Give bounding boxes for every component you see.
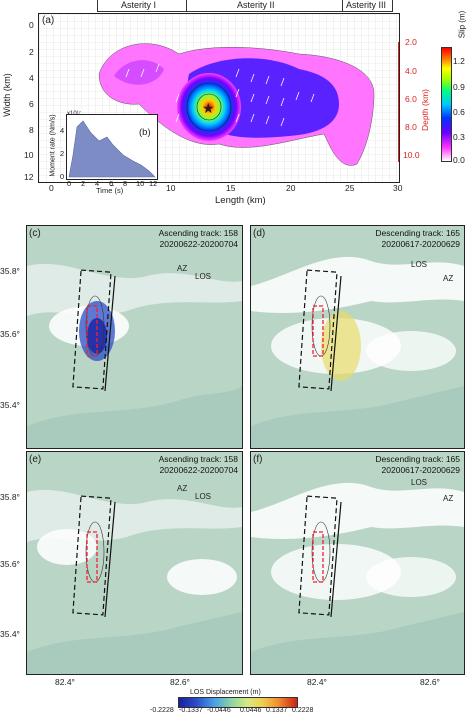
map-f-az: AZ <box>443 494 454 503</box>
lon-824-right: 82.4° <box>307 677 327 687</box>
hypocenter-star: ★ <box>202 101 215 117</box>
slip-colorbar-label: Slip (m) <box>457 10 467 39</box>
los-colorbar-label: LOS Displacement (m) <box>190 689 261 696</box>
map-c: (c) Ascending track: 158 20200622-202007… <box>26 225 243 449</box>
asperity-2-label: Asterity II <box>237 0 275 10</box>
map-c-los: LOS <box>195 272 212 281</box>
map-d-track: Descending track: 165 <box>375 228 460 238</box>
depth-axis <box>398 42 399 162</box>
map-e-letter: (e) <box>29 454 42 465</box>
slip-colorbar <box>441 47 452 162</box>
lat-356-bottom: 35.6° <box>0 559 20 569</box>
lat-358-top: 35.8° <box>0 266 20 276</box>
map-d: (d) Descending track: 165 20200617-20200… <box>250 225 465 449</box>
panel-b-letter: (b) <box>139 127 151 138</box>
map-d-los: LOS <box>411 260 428 269</box>
panel-b-xlabel: Time (s) <box>96 186 124 195</box>
moment-rate-inset: (b) x10¹⁷ <box>66 111 158 180</box>
map-e-track: Ascending track: 158 <box>158 454 238 464</box>
panel-a-letter: (a) <box>42 15 55 26</box>
lon-826-left: 82.6° <box>170 677 190 687</box>
map-e-az: AZ <box>177 484 188 493</box>
map-d-az: AZ <box>443 274 454 283</box>
panel-a-ylabel: Width (km) <box>1 73 12 117</box>
map-c-track: Ascending track: 158 <box>158 228 238 238</box>
map-e-los: LOS <box>195 492 212 501</box>
panel-b-exponent: x10¹⁷ <box>67 111 81 117</box>
slip-peak-area <box>177 73 241 141</box>
lat-356-top: 35.6° <box>0 329 20 339</box>
map-c-az: AZ <box>177 264 188 273</box>
los-colorbar <box>178 697 298 708</box>
depth-label: Depth (km) <box>420 88 431 132</box>
map-c-dates: 20200622-20200704 <box>159 239 238 249</box>
map-f-los: LOS <box>411 478 428 487</box>
asperity-header: Asterity I Asterity II Asterity III <box>97 0 393 12</box>
map-e: (e) Ascending track: 158 20200622-202007… <box>26 451 243 675</box>
moment-rate-curve <box>68 120 156 178</box>
lon-826-right: 82.6° <box>420 677 440 687</box>
map-f: (f) Descending track: 165 20200617-20200… <box>250 451 465 675</box>
map-f-track: Descending track: 165 <box>375 454 460 464</box>
map-f-dates: 20200617-20200629 <box>381 465 460 475</box>
lon-824-left: 82.4° <box>55 677 75 687</box>
asperity-1-label: Asterity I <box>121 0 157 10</box>
map-c-letter: (c) <box>29 228 41 239</box>
map-f-letter: (f) <box>253 454 263 465</box>
panel-a-xlabel: Length (km) <box>215 195 266 206</box>
panel-b-ylabel: Moment rate (Nm/s) <box>49 114 57 177</box>
map-d-letter: (d) <box>253 228 266 239</box>
map-e-dates: 20200622-20200704 <box>159 465 238 475</box>
lat-354-top: 35.4° <box>0 400 20 410</box>
asperity-3-label: Asterity III <box>346 0 387 10</box>
rake-vectors <box>125 63 315 127</box>
map-d-dates: 20200617-20200629 <box>381 239 460 249</box>
lat-354-bottom: 35.4° <box>0 629 20 639</box>
lat-358-bottom: 35.8° <box>0 492 20 502</box>
